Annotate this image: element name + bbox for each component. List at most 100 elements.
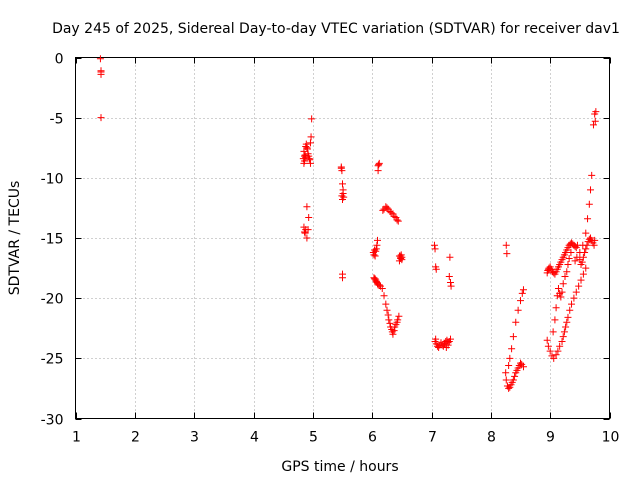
- data-point: [517, 297, 524, 305]
- data-point: [591, 110, 599, 118]
- data-point: [566, 306, 574, 314]
- data-point: [506, 354, 514, 362]
- data-point: [375, 161, 383, 169]
- data-point: [552, 351, 560, 359]
- data-point: [567, 248, 575, 256]
- data-point: [447, 282, 455, 290]
- data-point: [431, 245, 439, 253]
- data-point: [308, 115, 316, 123]
- axis-ticks: [75, 57, 611, 420]
- data-point: [378, 285, 386, 293]
- x-tick-label: 10: [602, 430, 620, 446]
- data-point: [564, 260, 572, 268]
- data-point: [578, 258, 586, 266]
- data-point: [337, 163, 345, 171]
- data-point: [519, 363, 527, 371]
- data-point: [591, 236, 599, 244]
- x-tick-label: 1: [72, 430, 81, 446]
- data-point: [305, 155, 313, 163]
- x-tick-label: 7: [428, 430, 437, 446]
- data-point: [517, 359, 524, 367]
- data-point: [544, 342, 552, 350]
- data-point: [519, 286, 527, 294]
- data-point: [550, 354, 558, 362]
- data-point: [551, 316, 559, 324]
- data-point: [582, 229, 590, 237]
- data-point: [562, 323, 570, 331]
- data-point: [559, 280, 567, 288]
- data-point: [582, 245, 590, 253]
- data-point: [305, 214, 313, 222]
- data-point: [585, 200, 593, 208]
- data-point: [307, 133, 315, 141]
- data-point: [556, 342, 564, 350]
- x-tick-label: 9: [546, 430, 555, 446]
- data-point: [568, 300, 576, 308]
- data-point: [339, 195, 346, 203]
- data-point: [374, 236, 382, 244]
- chart-title: Day 245 of 2025, Sidereal Day-to-day VTE…: [52, 21, 620, 37]
- data-point: [302, 143, 310, 151]
- data-point: [573, 253, 581, 261]
- x-axis-title: GPS time / hours: [281, 459, 398, 475]
- data-point: [389, 330, 397, 338]
- data-point: [561, 273, 569, 281]
- data-point: [589, 121, 597, 129]
- data-point: [514, 306, 522, 314]
- data-point: [303, 144, 311, 152]
- data-point: [579, 270, 587, 278]
- data-point: [446, 253, 454, 261]
- data-point: [372, 245, 380, 253]
- data-point: [564, 313, 572, 321]
- data-point: [554, 347, 562, 355]
- data-point: [371, 252, 379, 260]
- data-point: [97, 114, 105, 122]
- data-point: [395, 312, 403, 320]
- data-point: [503, 250, 511, 258]
- grid-lines: [75, 57, 610, 419]
- y-tick-label: -15: [41, 232, 64, 248]
- data-point: [373, 241, 381, 249]
- data-point: [587, 186, 595, 194]
- data-point: [301, 152, 309, 160]
- x-tick-labels: 1 2 3 4 5 6 7 8 9 10: [72, 430, 619, 446]
- data-point: [546, 347, 554, 355]
- data-point: [502, 369, 510, 377]
- data-point: [582, 264, 590, 272]
- data-point: [379, 206, 387, 214]
- data-point: [96, 55, 104, 63]
- data-point: [97, 67, 105, 75]
- data-point: [579, 253, 587, 261]
- data-point: [558, 288, 566, 296]
- data-point: [512, 318, 520, 326]
- data-point: [383, 204, 391, 212]
- x-tick-label: 8: [487, 430, 496, 446]
- data-point: [584, 215, 592, 223]
- data-point: [560, 328, 568, 336]
- data-point: [397, 251, 405, 259]
- data-point: [390, 212, 398, 220]
- data-point: [306, 159, 314, 167]
- data-point: [505, 384, 513, 392]
- data-point: [554, 285, 562, 293]
- data-point: [552, 304, 560, 312]
- data-point: [577, 276, 585, 284]
- y-tick-labels: 0 -5 -10 -15 -20 -25 -30: [41, 52, 64, 429]
- y-tick-label: -30: [41, 413, 64, 429]
- data-point: [509, 333, 517, 341]
- data-point: [338, 167, 346, 175]
- data-point: [383, 306, 391, 314]
- data-point: [432, 265, 440, 273]
- data-point: [511, 372, 519, 380]
- data-point: [394, 217, 402, 225]
- x-tick-label: 4: [250, 430, 259, 446]
- data-point: [558, 337, 566, 345]
- data-point: [303, 203, 311, 211]
- data-point: [572, 288, 580, 296]
- y-axis-title: SDTVAR / TECUs: [7, 181, 23, 296]
- data-point: [339, 274, 346, 282]
- plot-frame: [75, 57, 610, 419]
- data-point: [575, 282, 583, 290]
- y-tick-label: -25: [41, 352, 64, 368]
- data-point: [390, 327, 398, 335]
